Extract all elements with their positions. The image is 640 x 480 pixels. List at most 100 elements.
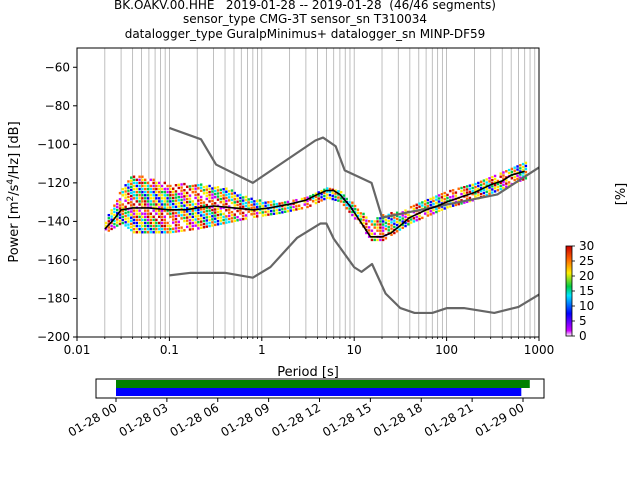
density-cell [188, 188, 192, 191]
density-cell [208, 224, 211, 228]
density-cell [141, 231, 144, 234]
density-cell [387, 229, 390, 232]
density-cell [163, 203, 166, 206]
density-cell [230, 214, 234, 217]
density-cell [144, 221, 147, 225]
density-cell [381, 238, 385, 242]
density-cell [180, 229, 183, 232]
density-cell [465, 197, 469, 200]
density-cell [320, 193, 323, 196]
x-tick-label: 1 [258, 343, 266, 357]
density-cell [113, 226, 116, 229]
density-cell [169, 197, 172, 200]
density-cell [390, 227, 393, 230]
density-cell [174, 217, 178, 221]
density-cell [160, 221, 164, 225]
density-cell [250, 203, 253, 207]
density-cell [146, 194, 150, 197]
density-cell [194, 196, 197, 200]
density-cell [485, 193, 488, 197]
density-cell [146, 178, 150, 182]
density-cell [339, 191, 343, 194]
timeline-tick-label: 01-28 06 [168, 400, 222, 439]
density-cell [435, 201, 438, 204]
density-cell [166, 190, 169, 194]
density-cell [446, 196, 449, 200]
density-cell [373, 226, 376, 229]
density-cell [426, 211, 430, 214]
density-cell [342, 200, 346, 203]
density-cell [191, 197, 194, 200]
density-cell [132, 231, 136, 234]
density-cell [152, 187, 155, 191]
density-cell [169, 224, 172, 228]
density-cell [502, 180, 505, 183]
density-cell [314, 201, 318, 205]
density-cell [241, 208, 245, 212]
density-cell [144, 215, 147, 219]
density-cell [138, 200, 141, 203]
density-cell [169, 194, 172, 197]
density-cell [116, 208, 119, 212]
density-cell [325, 190, 329, 193]
density-cell [185, 219, 189, 222]
density-cell [132, 221, 136, 225]
density-cell [113, 219, 116, 223]
density-cell [519, 176, 522, 179]
density-cell [171, 193, 175, 197]
density-cell [244, 198, 248, 202]
density-cell [155, 187, 158, 191]
density-cell [169, 200, 172, 203]
timeline-tick-label: 01-28 18 [371, 400, 425, 439]
density-cell [446, 206, 449, 209]
density-cell [144, 197, 147, 200]
density-cell [306, 205, 309, 209]
density-cell [401, 223, 404, 226]
y-tick-label: −200 [37, 330, 70, 344]
density-cell [144, 203, 147, 206]
density-cell [191, 215, 194, 219]
density-cell [166, 215, 169, 219]
density-cell [524, 170, 528, 174]
density-cell [398, 222, 402, 225]
density-cell [449, 196, 452, 199]
density-cell [415, 206, 418, 210]
density-cell [339, 197, 343, 200]
density-cell [194, 190, 197, 193]
density-cell [157, 194, 161, 197]
density-cell [491, 179, 494, 182]
density-cell [510, 176, 514, 180]
density-cell [479, 192, 483, 196]
density-cell [146, 209, 150, 212]
density-cell [230, 201, 234, 205]
density-cell [496, 182, 500, 186]
density-cell [205, 225, 208, 228]
density-cell [216, 189, 220, 192]
density-cell [157, 227, 161, 231]
density-cell [345, 207, 348, 210]
density-cell [381, 214, 385, 217]
density-cell [211, 205, 214, 209]
density-cell [479, 180, 483, 183]
density-cell [202, 226, 206, 229]
density-cell [197, 190, 200, 193]
density-cell [219, 194, 222, 198]
density-cell [160, 194, 164, 197]
density-cell [180, 220, 183, 223]
y-tick-label: −100 [37, 137, 70, 151]
density-cell [141, 178, 144, 182]
density-cell [300, 197, 304, 201]
timeline-tick-label: 01-28 12 [269, 400, 323, 439]
density-cell [138, 181, 141, 185]
density-cell [132, 181, 136, 185]
density-cell [491, 175, 494, 179]
density-cell [426, 198, 430, 202]
density-cell [236, 212, 239, 216]
density-cell [194, 202, 197, 206]
density-cell [177, 226, 180, 230]
density-cell [211, 208, 214, 212]
density-cell [233, 191, 236, 195]
density-cell [199, 205, 203, 208]
density-cell [171, 196, 175, 200]
density-cell [395, 220, 399, 224]
